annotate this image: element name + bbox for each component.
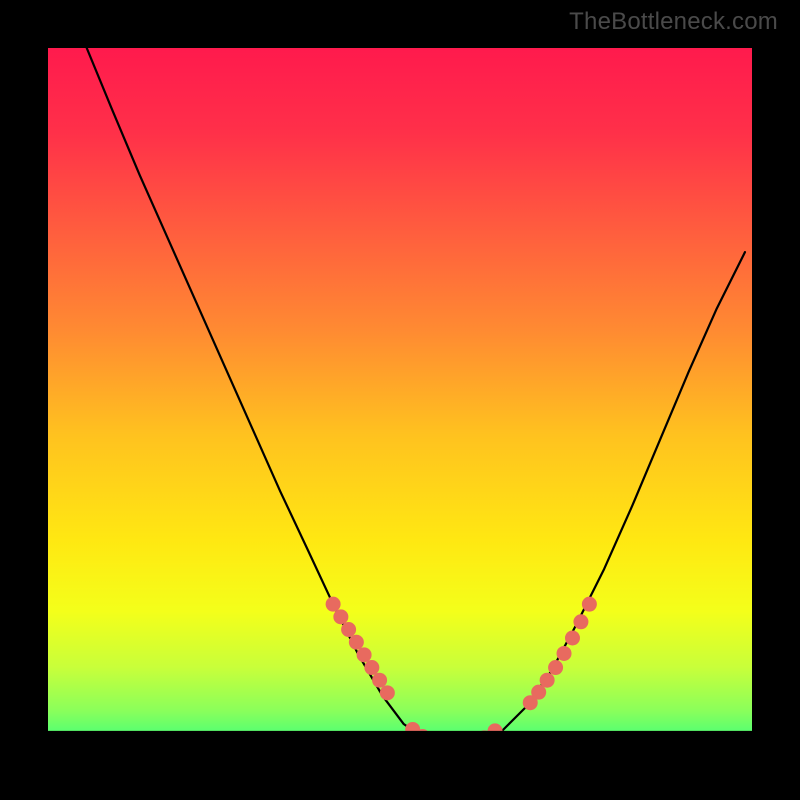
marker-dot [573, 614, 588, 629]
marker-dot [548, 660, 563, 675]
marker-dot [326, 597, 341, 612]
marker-dot [333, 609, 348, 624]
marker-dot [357, 647, 372, 662]
watermark-text: TheBottleneck.com [569, 8, 778, 36]
plot-svg [48, 48, 752, 752]
marker-dot [540, 673, 555, 688]
marker-dot [349, 635, 364, 650]
marker-dot [364, 660, 379, 675]
marker-dot [565, 630, 580, 645]
marker-dot [380, 685, 395, 700]
bottom-cover [48, 731, 752, 752]
marker-dot [372, 673, 387, 688]
plot-area [48, 48, 752, 752]
marker-dot [582, 597, 597, 612]
chart-container: TheBottleneck.com [0, 0, 800, 800]
bottleneck-curve [87, 48, 745, 748]
marker-dot [341, 622, 356, 637]
marker-dot [557, 646, 572, 661]
